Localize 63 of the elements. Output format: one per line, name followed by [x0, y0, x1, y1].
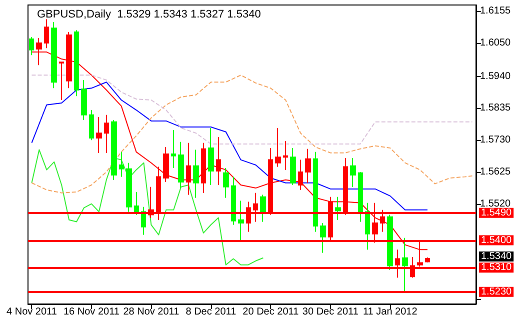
candlestick — [365, 202, 370, 250]
y-tick-label: 1.5625 — [480, 166, 512, 178]
candlestick — [29, 36, 34, 56]
candlestick — [186, 142, 191, 196]
candlestick — [320, 222, 326, 254]
line-series — [31, 82, 428, 210]
candlestick — [201, 142, 206, 194]
candlestick — [260, 194, 266, 222]
candlestick — [178, 141, 184, 189]
x-tick-label: 20 Dec 2011 — [242, 306, 300, 318]
candlestick — [134, 191, 139, 216]
text: 1.5340 — [481, 250, 512, 262]
candlestick — [313, 151, 318, 232]
candlestick — [298, 159, 303, 190]
candlestick — [119, 151, 124, 178]
candlestick — [223, 168, 229, 198]
candlestick — [216, 136, 221, 186]
candlestick — [59, 62, 64, 101]
y-tick-label: 1.5835 — [480, 102, 512, 114]
ref-line-label: 1.5230 — [481, 286, 512, 298]
candlestick — [81, 79, 87, 121]
x-tick-label: 30 Dec 2011 — [302, 306, 359, 318]
candlestick — [238, 200, 244, 240]
line-series — [31, 149, 264, 266]
x-tick-label: 11 Jan 2012 — [362, 306, 418, 318]
candlestick — [163, 146, 169, 182]
candlestick — [44, 18, 49, 49]
candlestick — [74, 30, 79, 97]
candlestick — [358, 171, 363, 222]
line-series — [31, 74, 473, 194]
ref-line-label: 1.5490 — [481, 207, 512, 218]
candlestick — [231, 176, 236, 226]
y-tick-label: 1.5940 — [480, 70, 512, 82]
candlestick — [193, 149, 199, 198]
candlestick — [335, 196, 341, 220]
candlestick — [111, 120, 117, 180]
x-tick-label: 8 Dec 2011 — [186, 306, 237, 318]
x-tick-label: 28 Nov 2011 — [123, 306, 180, 318]
y-tick-label: 1.5730 — [480, 134, 512, 146]
candlestick — [350, 157, 356, 188]
x-tick-label: 4 Nov 2011 — [6, 306, 58, 318]
ref-line-label: 1.5310 — [481, 262, 512, 274]
candlestick — [275, 127, 281, 168]
candlestick — [104, 114, 109, 154]
candlestick — [305, 148, 311, 184]
ref-line-label: 1.5400 — [481, 234, 512, 246]
candlestick — [387, 214, 393, 270]
candlestick — [283, 140, 288, 170]
line-series — [31, 74, 473, 145]
candlestick — [208, 127, 214, 186]
candlestick — [402, 237, 408, 292]
x-tick-label: 16 Nov 2011 — [63, 306, 120, 318]
y-tick-label: 1.6050 — [480, 37, 512, 48]
chart-title: GBPUSD,Daily 1.5329 1.5343 1.5327 1.5340 — [37, 8, 261, 20]
candlestick — [89, 110, 94, 141]
y-tick-label: 1.6155 — [480, 6, 512, 17]
candlestick — [51, 22, 57, 89]
y-tick-label: 1.5520 — [480, 198, 512, 210]
candlestick — [425, 257, 430, 263]
candlestick — [290, 147, 296, 186]
candlestick — [171, 130, 176, 169]
candlestick — [126, 162, 132, 212]
candlestick — [96, 116, 102, 154]
